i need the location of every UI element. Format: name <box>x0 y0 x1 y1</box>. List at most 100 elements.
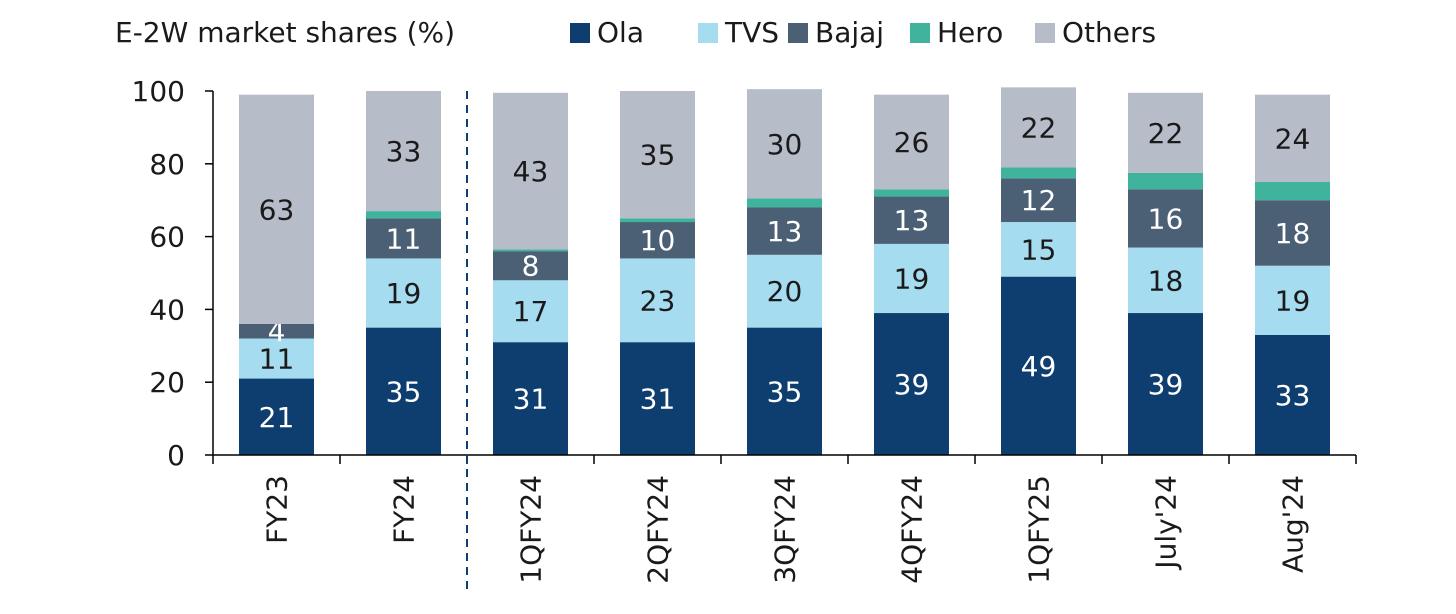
data-label-ola-aug-24: 33 <box>1275 379 1311 412</box>
bar-others-4qfy24 <box>874 94 949 190</box>
bar-tvs-fy23 <box>239 338 314 379</box>
bar-hero-4qfy24 <box>874 189 949 197</box>
legend-swatch-ola <box>570 23 590 43</box>
data-label-tvs-fy24: 19 <box>386 277 422 310</box>
legend: Ola TVS Bajaj Hero Others <box>570 16 1156 49</box>
x-tick-label-3qfy24: 3QFY24 <box>769 475 802 584</box>
legend-swatch-others <box>1035 23 1055 43</box>
x-tick-label-july-24: July'24 <box>1150 475 1183 571</box>
data-label-bajaj-2qfy24: 10 <box>640 224 676 257</box>
data-label-others-july-24: 22 <box>1148 117 1184 150</box>
data-label-tvs-july-24: 18 <box>1148 264 1184 297</box>
bar-hero-1qfy25 <box>1001 167 1076 179</box>
data-label-bajaj-1qfy25: 12 <box>1021 184 1057 217</box>
bar-ola-1qfy24 <box>493 342 568 455</box>
data-label-bajaj-aug-24: 18 <box>1275 217 1311 250</box>
bar-tvs-2qfy24 <box>620 258 695 343</box>
bar-ola-aug-24 <box>1255 334 1330 455</box>
bar-bajaj-fy23 <box>239 323 314 339</box>
data-label-tvs-aug-24: 19 <box>1275 284 1311 317</box>
legend-label-ola: Ola <box>597 16 644 49</box>
bar-ola-fy24 <box>366 327 441 455</box>
data-label-others-3qfy24: 30 <box>767 128 803 161</box>
data-label-ola-2qfy24: 31 <box>640 383 676 416</box>
x-tick-label-4qfy24: 4QFY24 <box>896 475 929 584</box>
y-tick-label: 100 <box>132 75 185 108</box>
bar-hero-july-24 <box>1128 172 1203 190</box>
data-label-tvs-1qfy25: 15 <box>1021 233 1057 266</box>
bar-bajaj-4qfy24 <box>874 196 949 244</box>
data-label-ola-1qfy24: 31 <box>513 383 549 416</box>
bar-tvs-3qfy24 <box>747 254 822 328</box>
legend-swatch-tvs <box>698 23 718 43</box>
data-label-ola-july-24: 39 <box>1148 368 1184 401</box>
data-label-others-4qfy24: 26 <box>894 126 930 159</box>
data-label-tvs-4qfy24: 19 <box>894 262 930 295</box>
data-label-ola-1qfy25: 49 <box>1021 350 1057 383</box>
bar-tvs-july-24 <box>1128 247 1203 314</box>
data-label-ola-4qfy24: 39 <box>894 368 930 401</box>
bar-bajaj-2qfy24 <box>620 222 695 259</box>
bar-tvs-1qfy25 <box>1001 222 1076 277</box>
data-label-others-fy24: 33 <box>386 135 422 168</box>
bar-others-2qfy24 <box>620 91 695 219</box>
bar-ola-3qfy24 <box>747 327 822 455</box>
y-tick-label: 60 <box>149 221 185 254</box>
bar-bajaj-1qfy25 <box>1001 178 1076 223</box>
bar-others-fy23 <box>239 94 314 324</box>
bar-hero-1qfy24 <box>493 249 568 252</box>
data-label-bajaj-fy24: 11 <box>386 222 422 255</box>
bar-others-3qfy24 <box>747 89 822 199</box>
bar-hero-fy24 <box>366 211 441 219</box>
bar-bajaj-1qfy24 <box>493 251 568 281</box>
legend-swatch-hero <box>910 23 930 43</box>
data-label-bajaj-4qfy24: 13 <box>894 204 930 237</box>
bar-others-1qfy25 <box>1001 87 1076 168</box>
bar-ola-1qfy25 <box>1001 276 1076 455</box>
data-label-others-fy23: 63 <box>259 193 295 226</box>
x-tick-label-1qfy25: 1QFY25 <box>1023 475 1056 584</box>
bar-others-1qfy24 <box>493 92 568 250</box>
bar-hero-3qfy24 <box>747 198 822 208</box>
bar-bajaj-3qfy24 <box>747 207 822 255</box>
data-label-ola-fy24: 35 <box>386 375 422 408</box>
x-tick-label-fy24: FY24 <box>388 475 421 544</box>
data-label-tvs-fy23: 11 <box>259 343 295 376</box>
y-tick-label: 40 <box>149 293 185 326</box>
x-tick-label-1qfy24: 1QFY24 <box>515 475 548 584</box>
bars-group: 2111463351911333117843312310353520133039… <box>239 87 1330 455</box>
data-label-bajaj-july-24: 16 <box>1148 202 1184 235</box>
x-tick-label-aug-24: Aug'24 <box>1277 475 1310 573</box>
bar-bajaj-july-24 <box>1128 189 1203 248</box>
bar-tvs-aug-24 <box>1255 265 1330 335</box>
legend-label-tvs: TVS <box>724 16 779 49</box>
bar-ola-july-24 <box>1128 313 1203 455</box>
bar-hero-aug-24 <box>1255 182 1330 201</box>
bar-bajaj-fy24 <box>366 218 441 259</box>
legend-swatch-bajaj <box>788 23 808 43</box>
bar-tvs-4qfy24 <box>874 243 949 314</box>
chart-title: E-2W market shares (%) <box>115 16 455 49</box>
y-tick-label: 0 <box>167 439 185 472</box>
bar-ola-fy23 <box>239 378 314 455</box>
legend-label-hero: Hero <box>937 16 1003 49</box>
bar-others-july-24 <box>1128 92 1203 173</box>
data-label-others-1qfy24: 43 <box>513 155 549 188</box>
bar-tvs-1qfy24 <box>493 280 568 343</box>
y-tick-label: 20 <box>149 366 185 399</box>
bar-tvs-fy24 <box>366 258 441 328</box>
data-label-others-1qfy25: 22 <box>1021 111 1057 144</box>
bar-ola-4qfy24 <box>874 313 949 455</box>
data-label-bajaj-1qfy24: 8 <box>522 250 540 283</box>
bar-others-fy24 <box>366 91 441 212</box>
data-label-bajaj-3qfy24: 13 <box>767 215 803 248</box>
x-tick-label-2qfy24: 2QFY24 <box>642 475 675 584</box>
legend-label-bajaj: Bajaj <box>815 16 884 49</box>
data-label-tvs-2qfy24: 23 <box>640 284 676 317</box>
bar-others-aug-24 <box>1255 94 1330 182</box>
data-label-others-2qfy24: 35 <box>640 139 676 172</box>
x-tick-label-fy23: FY23 <box>261 475 294 544</box>
data-label-tvs-1qfy24: 17 <box>513 295 549 328</box>
axes-group: 0 20 40 60 80 100 FY23 FY24 1QFY24 2QFY24 3QFY24 4Q… <box>132 75 1357 592</box>
